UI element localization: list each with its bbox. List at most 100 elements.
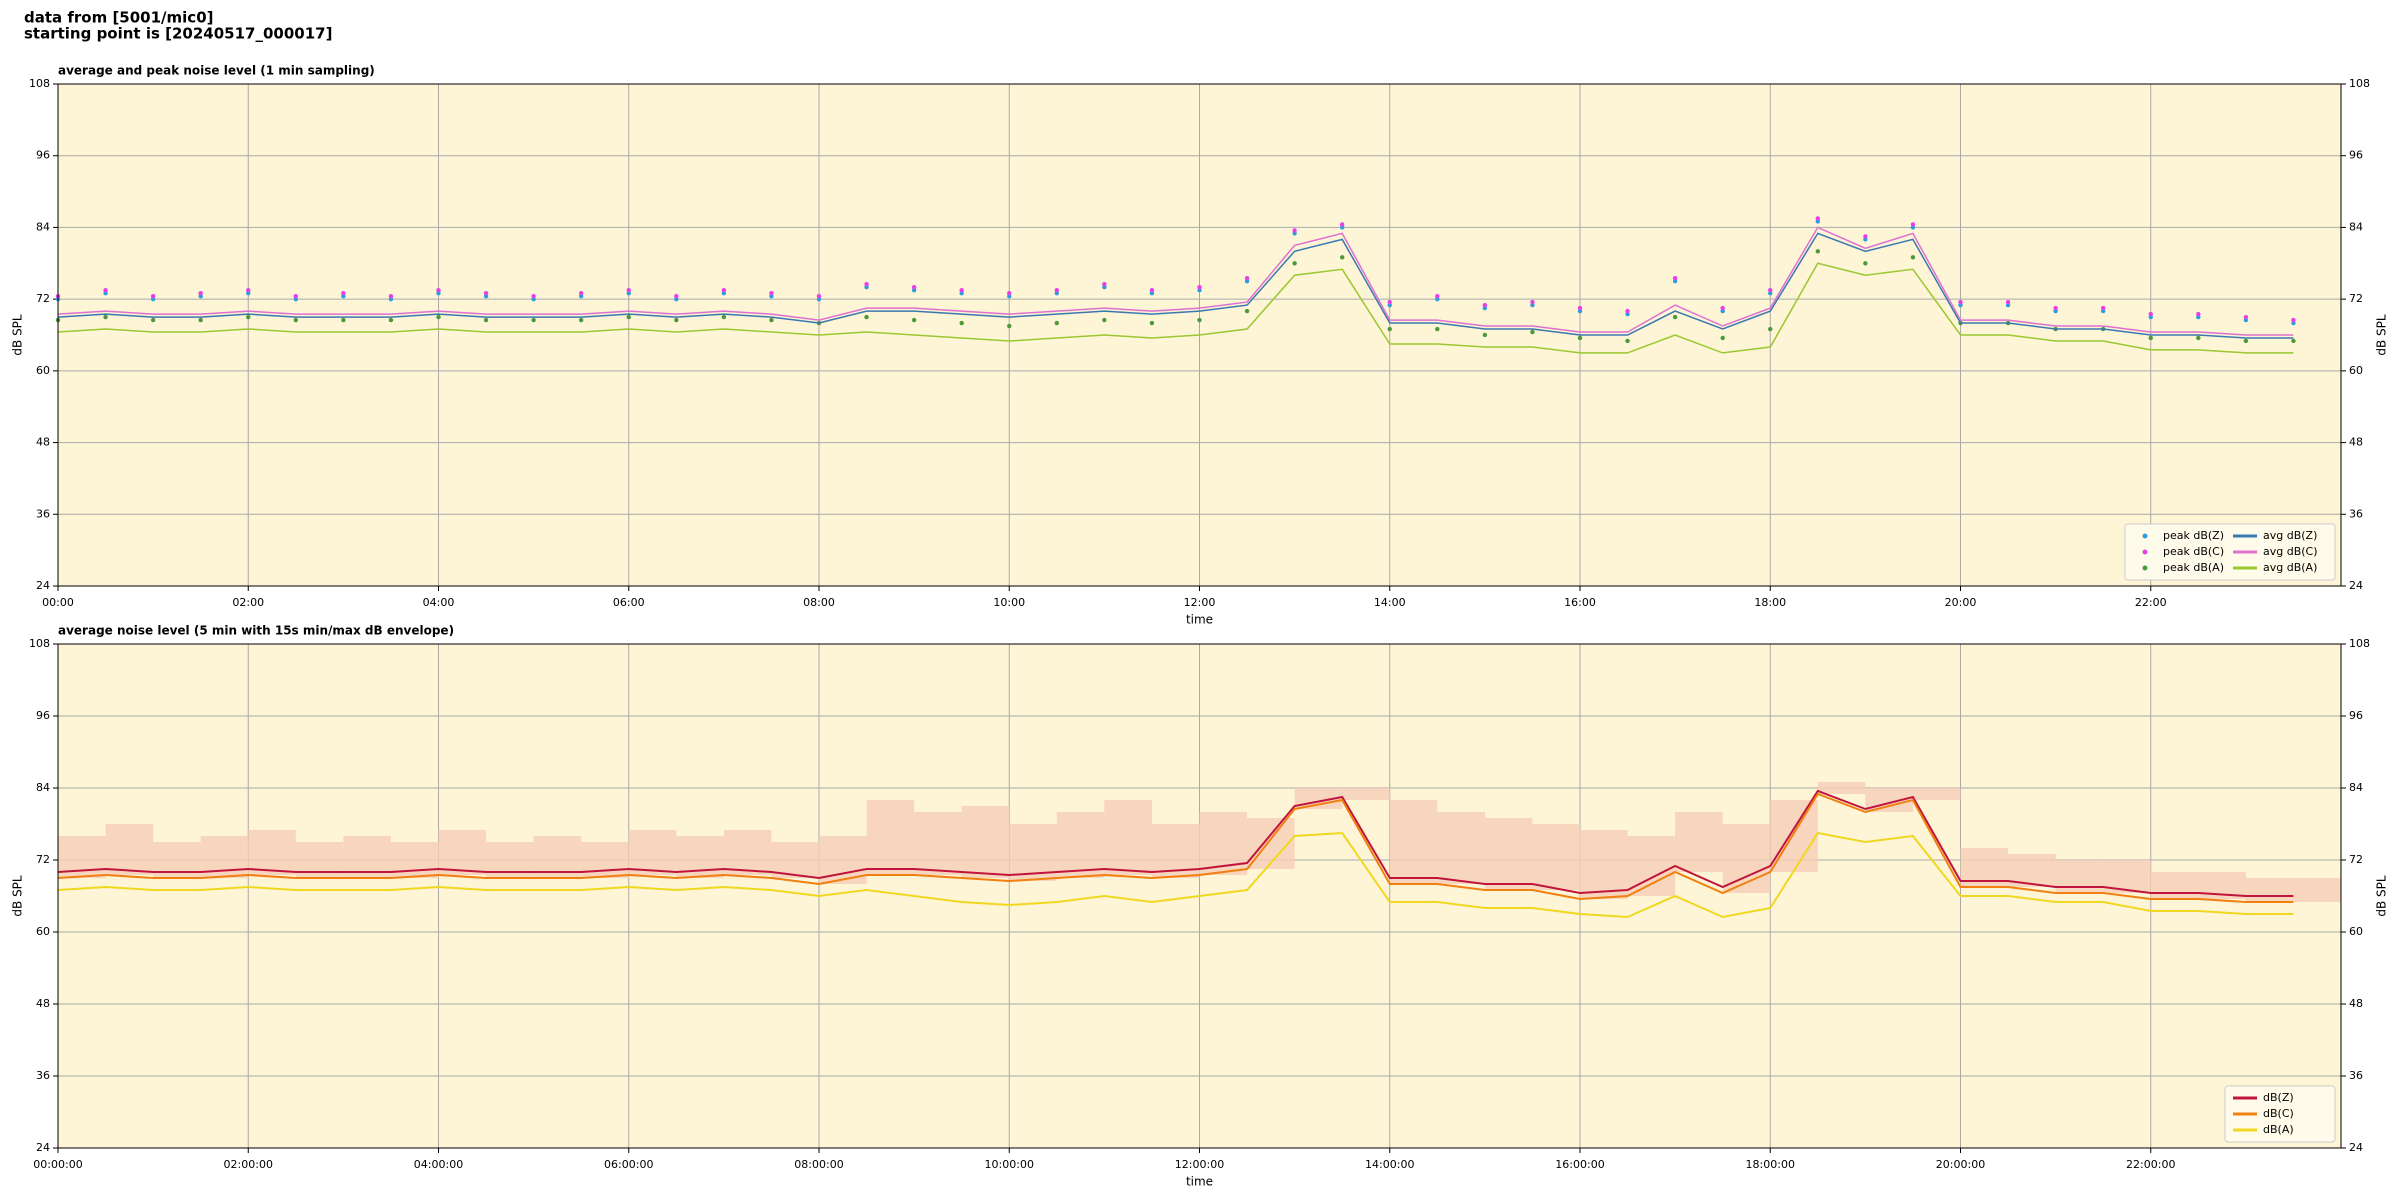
peak-point: [436, 287, 441, 293]
x-tick-label: 02:00:00: [224, 1158, 273, 1171]
peak-point: [1720, 305, 1725, 311]
peak-point: [1910, 255, 1916, 260]
legend-label: avg dB(C): [2263, 545, 2318, 558]
legend-marker: [2142, 533, 2148, 539]
peak-point: [816, 293, 822, 299]
peak-point: [103, 287, 108, 293]
header-line: data from [5001/mic0]: [24, 9, 214, 27]
peak-point: [674, 317, 679, 323]
y-tick-label: 48: [2349, 997, 2363, 1010]
peak-point: [1054, 320, 1060, 326]
envelope-band: [1437, 812, 1485, 884]
y-axis-label: dB SPL: [11, 314, 25, 356]
y-tick-label: 84: [36, 220, 50, 233]
x-tick-label: 12:00:00: [1175, 1158, 1224, 1171]
y-tick-label: 24: [36, 579, 50, 592]
peak-point: [2148, 335, 2153, 341]
legend-label: peak dB(C): [2163, 545, 2224, 558]
y-axis-label: dB SPL: [2375, 875, 2389, 917]
x-axis-label: time: [1186, 613, 1213, 627]
x-axis-label: time: [1186, 1175, 1213, 1189]
peak-point: [1672, 314, 1678, 320]
y-tick-label: 72: [2349, 292, 2363, 305]
peak-point: [531, 317, 536, 323]
envelope-band: [248, 830, 296, 875]
peak-point: [1482, 332, 1488, 338]
envelope-band: [866, 800, 915, 875]
legend-marker: [2142, 549, 2148, 555]
envelope-band: [1104, 800, 1152, 875]
x-tick-label: 04:00:00: [414, 1158, 463, 1171]
series-line: [57, 789, 2294, 897]
legend-label: dB(A): [2263, 1123, 2294, 1136]
x-tick-label: 08:00: [803, 596, 835, 609]
peak-point: [769, 317, 774, 323]
peak-point: [1625, 338, 1630, 344]
y-tick-label: 60: [36, 925, 50, 938]
peak-point: [2291, 317, 2296, 323]
peak-point: [246, 287, 251, 293]
x-tick-label: 14:00: [1374, 596, 1406, 609]
x-tick-label: 02:00: [232, 596, 264, 609]
peak-point: [2053, 305, 2058, 311]
envelope-band: [105, 824, 154, 875]
peak-point: [721, 287, 727, 293]
y-tick-label: 108: [29, 637, 50, 650]
chart-title: average noise level (5 min with 15s min/…: [58, 624, 454, 638]
envelope-band: [1912, 788, 1961, 800]
peak-point: [911, 317, 917, 323]
legend-box: [2124, 523, 2336, 581]
x-tick-label: 04:00: [423, 596, 455, 609]
peak-point: [1720, 335, 1725, 341]
x-tick-label: 18:00: [1754, 596, 1786, 609]
envelope-band: [914, 812, 962, 875]
legend-label: dB(C): [2263, 1107, 2294, 1120]
peak-point: [626, 287, 631, 293]
envelope-band: [1342, 788, 1390, 800]
peak-point: [1625, 308, 1630, 314]
y-tick-label: 96: [36, 149, 50, 162]
y-tick-label: 60: [36, 364, 50, 377]
x-tick-label: 16:00:00: [1555, 1158, 1604, 1171]
legend-label: dB(Z): [2263, 1091, 2294, 1104]
x-tick-label: 00:00:00: [33, 1158, 82, 1171]
peak-point: [578, 290, 584, 296]
peak-point: [1007, 290, 1012, 296]
peak-point: [1244, 308, 1250, 314]
peak-point: [293, 293, 299, 299]
y-tick-label: 96: [2349, 709, 2363, 722]
peak-point: [1197, 284, 1202, 290]
peak-point: [1577, 335, 1583, 341]
peak-point: [150, 317, 156, 323]
peak-point: [1530, 299, 1535, 305]
peak-point: [1863, 261, 1868, 266]
series-line: [57, 831, 2294, 919]
series-line: [57, 226, 2294, 336]
envelope-band: [2055, 860, 2104, 893]
peak-point: [150, 293, 156, 299]
y-axis-label: dB SPL: [11, 875, 25, 917]
header-line: starting point is [20240517_000017]: [24, 25, 332, 43]
peak-point: [1958, 299, 1963, 305]
y-tick-label: 96: [2349, 149, 2363, 162]
peak-point: [1768, 287, 1773, 293]
envelope-band: [1389, 800, 1438, 884]
y-tick-label: 84: [2349, 220, 2363, 233]
peak-point: [1387, 326, 1392, 332]
y-tick-label: 108: [2349, 637, 2370, 650]
x-tick-label: 18:00:00: [1746, 1158, 1795, 1171]
envelope-band: [1817, 782, 1866, 794]
y-tick-label: 24: [2349, 579, 2363, 592]
peak-point: [1863, 234, 1868, 239]
x-tick-label: 20:00: [1945, 596, 1977, 609]
envelope-band: [961, 806, 1010, 878]
x-tick-label: 06:00: [613, 596, 645, 609]
peak-point: [388, 317, 394, 323]
peak-point: [341, 290, 346, 296]
peak-point: [2005, 299, 2011, 305]
series-line: [57, 792, 2294, 903]
peak-point: [2148, 311, 2153, 317]
x-tick-label: 14:00:00: [1365, 1158, 1414, 1171]
envelope-band: [1675, 812, 1723, 872]
